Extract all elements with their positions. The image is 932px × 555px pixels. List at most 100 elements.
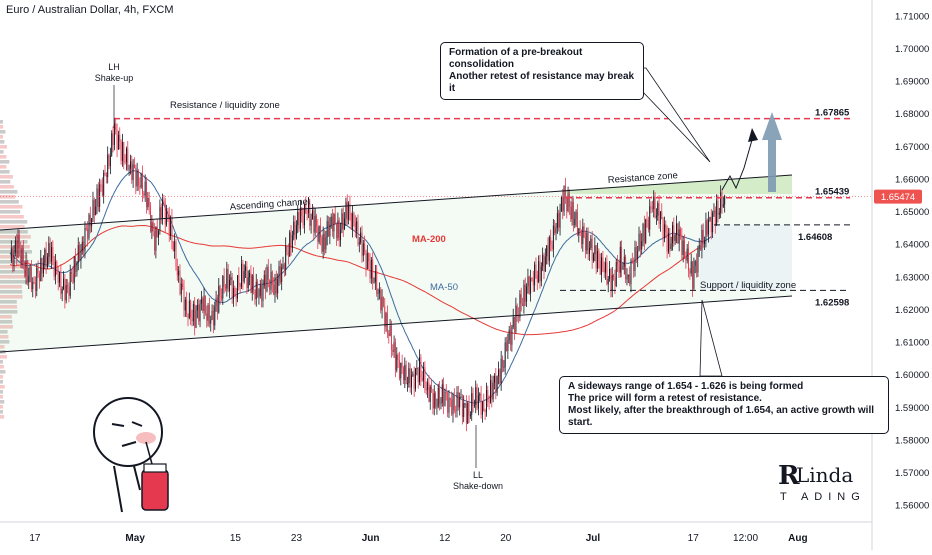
candle-body [467,403,469,424]
candle-body [96,188,98,207]
candle-body [139,185,141,188]
candle-body [348,203,350,220]
candle-body [593,254,594,261]
candle-body [180,283,182,295]
candle-body [485,390,487,413]
candle-body [539,261,541,282]
candle-body [143,193,145,196]
candle-body [384,306,386,327]
candle-body [223,276,225,287]
candle-body [342,213,344,229]
candle-body [131,161,133,180]
candle-body [298,212,300,229]
candle-body [562,197,564,212]
candle-body [116,129,118,150]
candle-body [233,288,234,300]
candle-body [314,215,316,233]
candle-body [270,271,272,290]
candle-body [494,375,495,383]
volume-profile-bar [0,320,13,324]
candle-body [684,240,685,258]
candle-body [419,357,420,383]
candle-body [587,232,589,255]
candle-body [218,285,220,313]
volume-profile-bar [0,325,13,329]
price-level-label: 1.65439 [815,187,849,198]
candle-body [28,275,30,283]
brand-logo: R Linda T ADING [776,460,886,504]
candle-body [563,185,565,212]
candle-body [183,286,185,311]
candle-body [91,218,93,227]
candle-body [615,261,617,286]
volume-profile-bar [0,125,4,129]
volume-profile-bar [0,200,19,204]
candle-body [206,313,208,321]
candle-body [318,225,320,243]
candle-body [421,377,423,381]
candle-body [283,264,285,270]
candle-body [42,263,44,274]
candle-body [325,237,327,250]
candle-body [404,364,406,381]
candle-body [140,173,142,188]
candle-body [550,237,552,245]
candle-body [10,248,12,261]
candle-body [678,229,680,244]
volume-profile-bar [0,230,28,234]
volume-profile-bar [0,165,7,169]
candle-body [146,181,147,208]
candle-body [535,264,537,276]
candle-body [60,272,62,294]
candle-body [306,212,308,214]
candle-body [191,317,193,322]
candle-body [473,404,475,406]
x-tick-label: 12 [439,533,451,544]
candle-body [353,213,355,223]
candle-body [20,248,22,264]
candle-body [645,219,647,243]
candle-body [412,374,414,376]
candle-body [341,213,343,231]
candle-body [301,207,303,217]
candle-body [187,314,189,319]
candle-body [32,282,34,290]
candle-body [321,237,323,252]
candle-body [671,225,673,244]
candle-body [168,214,170,236]
candle-body [235,295,237,299]
candle-body [289,232,291,257]
candle-body [498,369,499,377]
candle-body [267,267,269,280]
candle-body [717,200,719,215]
candle-body [200,298,202,304]
candle-body [455,410,457,412]
candle-body [277,278,279,294]
candle-body [439,387,441,404]
note-bottom-pointer [699,299,723,377]
y-tick-label: 1.56000 [895,501,929,512]
candle-body [552,225,554,250]
candle-body [326,221,328,238]
candle-body [625,256,627,280]
candle-body [659,211,661,225]
candle-body [637,250,639,260]
current-price-tag [874,189,922,204]
candle-body [649,206,651,230]
candle-body [360,232,362,243]
candle-body [47,256,48,267]
candle-body [698,245,700,250]
volume-profile-bar [0,405,3,409]
candle-body [329,224,331,237]
candle-body [174,241,176,252]
x-tick-label: Jul [586,533,601,544]
candle-body [394,342,396,371]
candle-body [627,274,629,277]
x-tick-label: 23 [291,533,303,544]
candle-body [68,286,70,296]
candle-body [356,221,358,232]
candle-body [630,260,632,284]
candle-body [243,271,245,282]
candle-body [398,359,400,379]
